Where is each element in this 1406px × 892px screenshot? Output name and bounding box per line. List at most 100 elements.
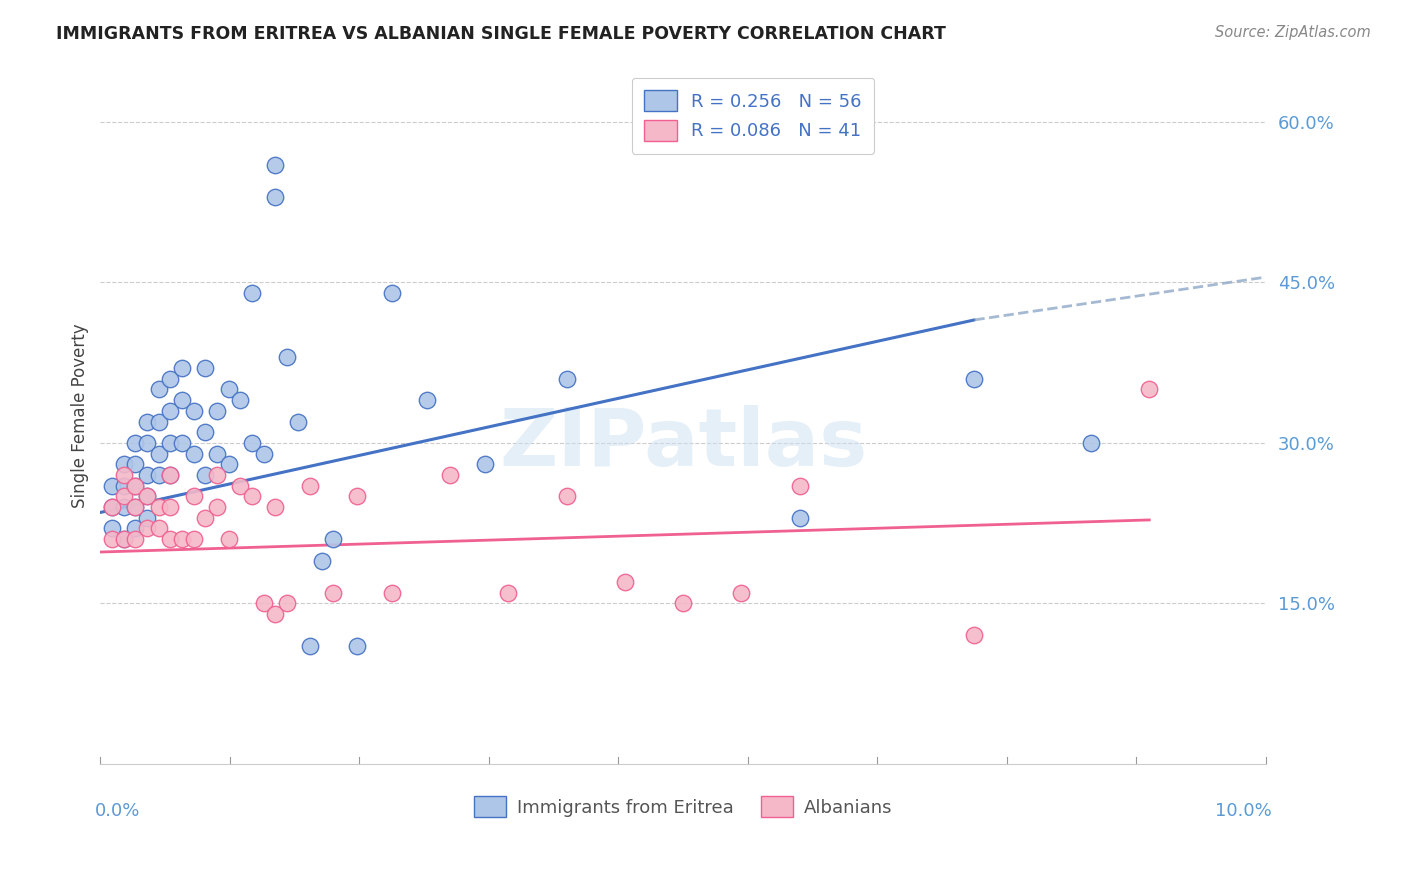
Point xyxy=(205,447,228,461)
Point xyxy=(194,468,217,483)
Point xyxy=(124,532,146,546)
Point xyxy=(555,372,578,386)
Point xyxy=(474,458,496,472)
Point xyxy=(183,447,205,461)
Text: IMMIGRANTS FROM ERITREA VS ALBANIAN SINGLE FEMALE POVERTY CORRELATION CHART: IMMIGRANTS FROM ERITREA VS ALBANIAN SING… xyxy=(56,25,946,43)
Point xyxy=(789,510,811,524)
Point xyxy=(148,500,170,514)
Point xyxy=(963,628,986,642)
Point xyxy=(136,415,159,429)
Point xyxy=(148,383,170,397)
Text: 0.0%: 0.0% xyxy=(94,802,141,820)
Point xyxy=(264,500,287,514)
Point xyxy=(124,521,146,535)
Point xyxy=(136,490,159,504)
Point xyxy=(381,585,404,599)
Point xyxy=(276,351,298,365)
Text: Source: ZipAtlas.com: Source: ZipAtlas.com xyxy=(1215,25,1371,40)
Point xyxy=(159,468,181,483)
Point xyxy=(1137,383,1160,397)
Point xyxy=(218,532,240,546)
Point xyxy=(415,393,437,408)
Point xyxy=(240,490,263,504)
Point xyxy=(112,500,135,514)
Point xyxy=(170,436,193,450)
Point xyxy=(159,404,181,418)
Point xyxy=(276,596,298,610)
Point xyxy=(124,479,146,493)
Point xyxy=(101,500,124,514)
Point xyxy=(311,553,333,567)
Point xyxy=(252,447,274,461)
Point xyxy=(381,286,404,301)
Point xyxy=(218,383,240,397)
Point xyxy=(112,479,135,493)
Point xyxy=(789,479,811,493)
Point xyxy=(194,510,217,524)
Point xyxy=(194,361,217,376)
Point xyxy=(299,479,322,493)
Point xyxy=(101,500,124,514)
Point xyxy=(555,490,578,504)
Legend: Immigrants from Eritrea, Albanians: Immigrants from Eritrea, Albanians xyxy=(467,789,900,824)
Point xyxy=(183,532,205,546)
Point xyxy=(346,639,368,653)
Point xyxy=(346,490,368,504)
Point xyxy=(240,436,263,450)
Point xyxy=(136,510,159,524)
Point xyxy=(170,361,193,376)
Point xyxy=(112,458,135,472)
Point xyxy=(240,286,263,301)
Point xyxy=(159,500,181,514)
Point xyxy=(148,521,170,535)
Point xyxy=(252,596,274,610)
Text: ZIPatlas: ZIPatlas xyxy=(499,405,868,483)
Point xyxy=(124,500,146,514)
Point xyxy=(101,521,124,535)
Point xyxy=(124,500,146,514)
Point xyxy=(112,532,135,546)
Point xyxy=(148,447,170,461)
Point xyxy=(730,585,752,599)
Point xyxy=(124,458,146,472)
Point xyxy=(112,532,135,546)
Point xyxy=(136,490,159,504)
Point xyxy=(218,458,240,472)
Point xyxy=(229,479,252,493)
Point xyxy=(322,532,344,546)
Y-axis label: Single Female Poverty: Single Female Poverty xyxy=(72,324,89,508)
Text: 10.0%: 10.0% xyxy=(1215,802,1271,820)
Point xyxy=(613,574,636,589)
Point xyxy=(299,639,322,653)
Point xyxy=(183,490,205,504)
Point xyxy=(672,596,695,610)
Point xyxy=(159,532,181,546)
Point xyxy=(439,468,461,483)
Point xyxy=(194,425,217,440)
Point xyxy=(136,468,159,483)
Point xyxy=(101,532,124,546)
Point xyxy=(205,468,228,483)
Point xyxy=(229,393,252,408)
Point xyxy=(148,468,170,483)
Point xyxy=(264,158,287,172)
Point xyxy=(264,190,287,204)
Point xyxy=(170,393,193,408)
Point xyxy=(124,436,146,450)
Point xyxy=(322,585,344,599)
Point xyxy=(159,372,181,386)
Point xyxy=(963,372,986,386)
Point xyxy=(148,415,170,429)
Point xyxy=(124,479,146,493)
Point xyxy=(112,468,135,483)
Point xyxy=(136,521,159,535)
Point xyxy=(496,585,519,599)
Point xyxy=(159,436,181,450)
Point xyxy=(287,415,309,429)
Point xyxy=(183,404,205,418)
Point xyxy=(205,404,228,418)
Point xyxy=(205,500,228,514)
Point xyxy=(264,607,287,621)
Point xyxy=(112,490,135,504)
Point xyxy=(136,436,159,450)
